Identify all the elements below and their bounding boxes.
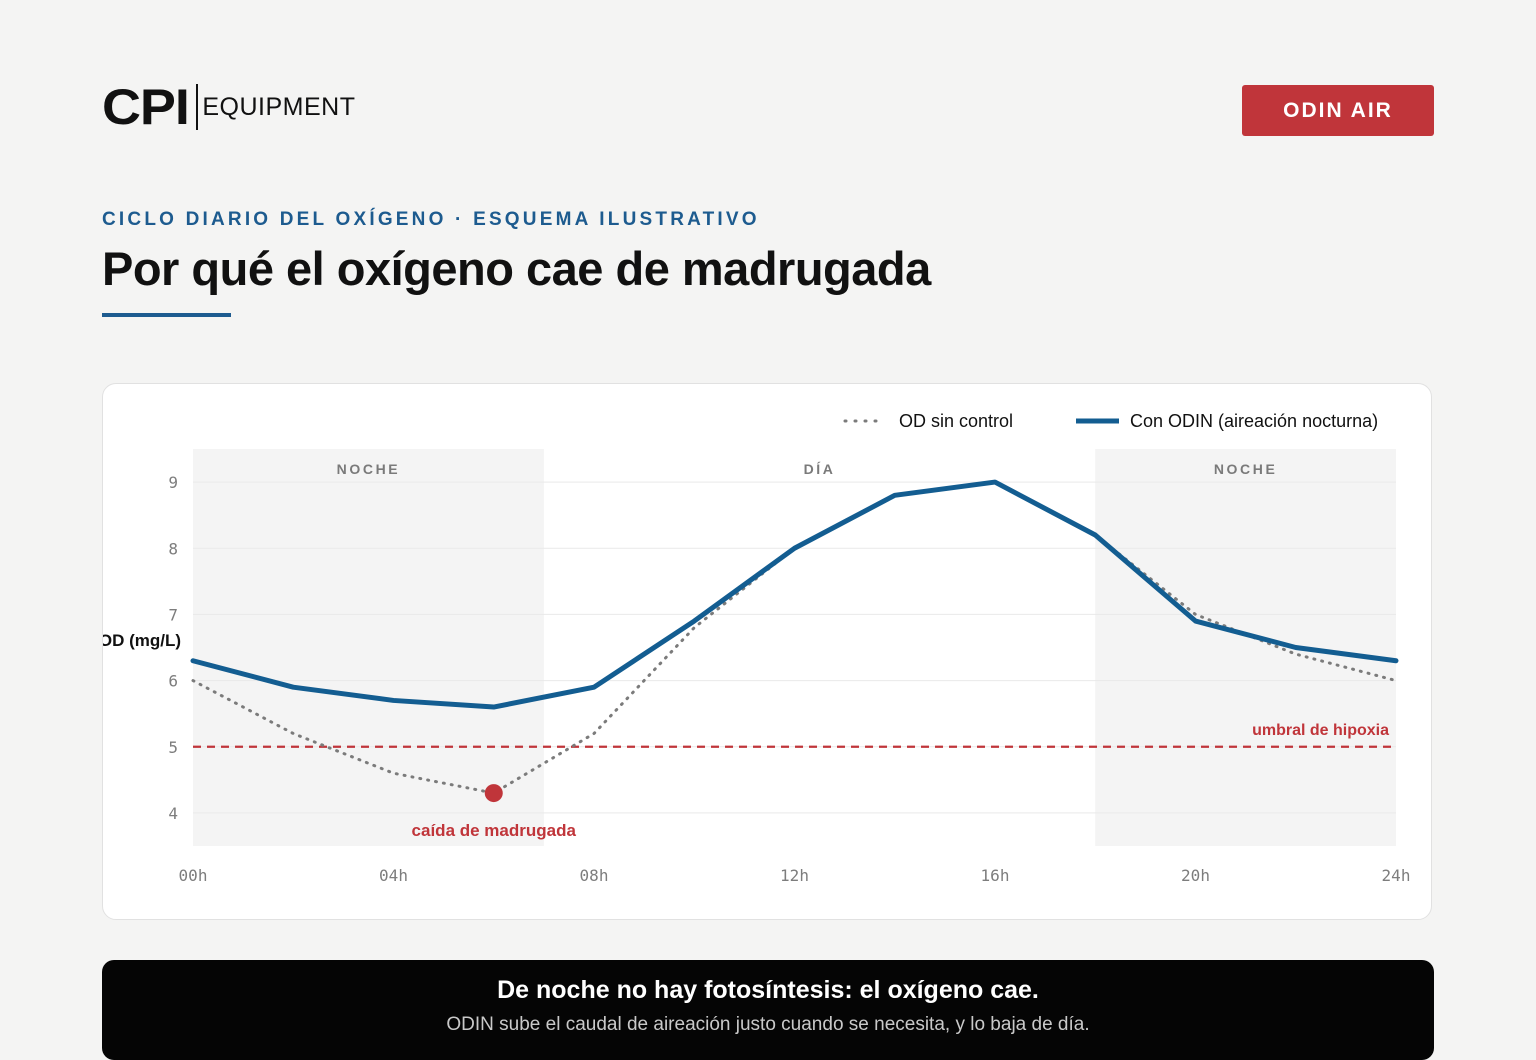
logo-mark: CPI: [102, 79, 190, 135]
oxygen-chart: NOCHE DÍA NOCHE 4 5 6 7 8 9 00h 04h 08h 12h 16h 20h 24h…: [103, 411, 1411, 885]
legend-label-0: OD sin control: [899, 411, 1013, 431]
x-tick-label-1: 04h: [379, 866, 408, 885]
x-tick-label-6: 24h: [1382, 866, 1411, 885]
legend-label-1: Con ODIN (aireación nocturna): [1130, 411, 1378, 431]
y-tick-label-3: 7: [168, 605, 178, 624]
banner-subline: ODIN sube el caudal de aireación justo c…: [446, 1014, 1090, 1035]
hypoxia-threshold-label: umbral de hipoxia: [1252, 722, 1389, 739]
y-tick-label-5: 9: [168, 473, 178, 492]
x-tick-label-3: 12h: [780, 866, 809, 885]
y-axis-label: OD (mg/L): [103, 631, 181, 650]
title-underline: [102, 313, 231, 317]
y-tick-label-0: 4: [168, 804, 178, 823]
band-label-1: DÍA: [804, 461, 836, 477]
logo-wordmark: EQUIPMENT: [202, 92, 356, 121]
x-tick-label-0: 00h: [179, 866, 208, 885]
info-banner: De noche no hay fotosíntesis: el oxígeno…: [102, 960, 1434, 1060]
band-label-2: NOCHE: [1214, 461, 1278, 477]
page-title: Por qué el oxígeno cae de madrugada: [102, 242, 931, 295]
cpi-equipment-logo: CPI EQUIPMENT: [102, 82, 355, 132]
banner-headline: De noche no hay fotosíntesis: el oxígeno…: [497, 976, 1039, 1004]
annotation-label-0: caída de madrugada: [412, 821, 577, 840]
odin-air-button[interactable]: ODIN AIR: [1242, 85, 1434, 136]
y-tick-label-2: 6: [168, 672, 178, 691]
band-0-shade: [193, 449, 544, 846]
band-2-shade: [1095, 449, 1396, 846]
y-tick-label-4: 8: [168, 539, 178, 558]
band-label-0: NOCHE: [337, 461, 401, 477]
eyebrow-label: CICLO DIARIO DEL OXÍGENO · ESQUEMA ILUST…: [102, 209, 760, 230]
y-tick-label-1: 5: [168, 738, 178, 757]
x-tick-label-2: 08h: [580, 866, 609, 885]
chart-card: NOCHE DÍA NOCHE 4 5 6 7 8 9 00h 04h 08h 12h 16h 20h 24h…: [102, 383, 1432, 920]
series-line-1: [190, 479, 1399, 710]
x-tick-label-5: 20h: [1181, 866, 1210, 885]
annotation-marker-0: [484, 784, 503, 803]
x-tick-label-4: 16h: [981, 866, 1010, 885]
logo-divider: [196, 84, 199, 130]
